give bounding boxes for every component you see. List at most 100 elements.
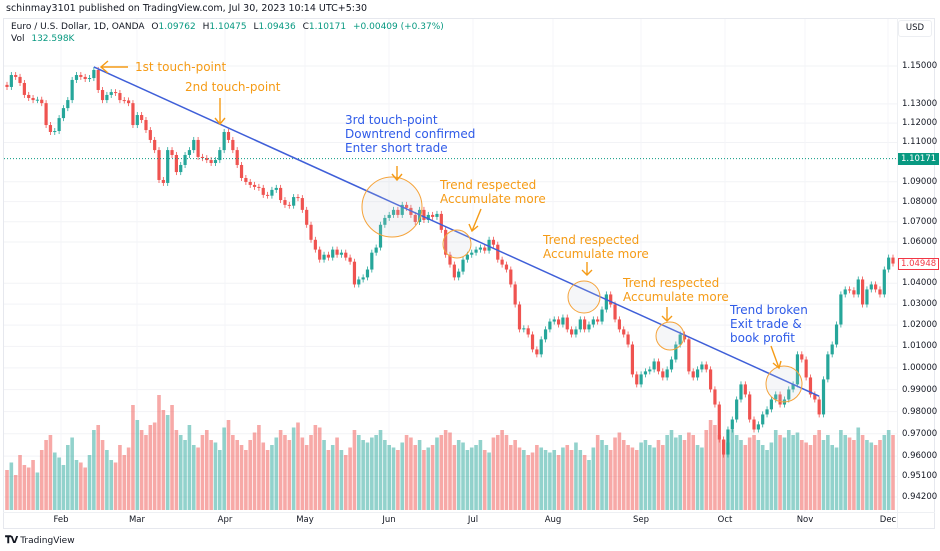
candle-body: [431, 214, 435, 217]
volume-bar: [469, 447, 474, 510]
candle-body: [522, 328, 526, 330]
volume-bar: [113, 462, 118, 510]
candle-body: [656, 361, 661, 372]
candle-body: [100, 89, 105, 101]
volume-bar: [461, 442, 465, 510]
candle-body: [778, 394, 782, 405]
volume-bar: [826, 435, 830, 510]
volume-bar: [31, 460, 35, 510]
volume-bar: [396, 450, 400, 510]
volume-bar: [643, 440, 648, 510]
volume-bar: [400, 442, 405, 510]
candle-body: [270, 189, 274, 196]
volume-bar: [804, 442, 808, 510]
volume-bars: [5, 395, 895, 510]
candle-body: [860, 279, 865, 305]
candle-body: [257, 186, 261, 188]
volume-bar: [474, 445, 478, 510]
volume-bar: [678, 435, 682, 510]
volume-bar: [161, 410, 166, 510]
candle-body: [457, 271, 461, 278]
candle-body: [170, 150, 174, 155]
volume-bar: [721, 440, 726, 510]
candle-body: [574, 329, 578, 335]
volume-bar: [313, 425, 318, 510]
volume-bar: [869, 442, 874, 510]
volume-bar: [118, 445, 122, 510]
high-value: 1.10475: [209, 22, 247, 32]
candle-body: [235, 150, 239, 165]
candle-body: [804, 359, 808, 378]
candle-body: [817, 399, 821, 415]
volume-bar: [504, 435, 509, 510]
y-tick: 1.01000: [902, 341, 938, 352]
volume-bar: [713, 425, 717, 510]
volume-bar: [856, 427, 861, 510]
volume-bar: [335, 437, 339, 510]
candle-body: [630, 344, 635, 375]
candle-body: [774, 394, 778, 400]
candle-body: [735, 399, 739, 420]
candle-body: [704, 364, 708, 370]
volume-bar: [83, 467, 87, 510]
x-tick: Mar: [128, 515, 146, 525]
volume-bar: [786, 430, 791, 510]
volume-bar: [239, 445, 244, 510]
volume-bar: [26, 467, 31, 510]
volume-bar: [439, 435, 444, 510]
volume-bar: [639, 442, 643, 510]
tradingview-logo-icon: 𝐓V: [5, 535, 18, 546]
volume-bar: [565, 445, 570, 510]
volume-bar: [309, 435, 313, 510]
volume-bar: [343, 455, 348, 510]
candle-body: [365, 269, 370, 278]
volume-bar: [100, 440, 105, 510]
candle-body: [891, 257, 895, 264]
touch-circles: [361, 176, 803, 403]
candle-body: [604, 294, 608, 310]
candle-body: [200, 156, 205, 159]
trendline[interactable]: [93, 66, 820, 397]
candle-body: [674, 344, 678, 360]
volume-bar: [873, 445, 878, 510]
volume-bar: [813, 435, 817, 510]
volume-bar: [92, 430, 96, 510]
candle-body: [18, 76, 22, 83]
volume-bar: [452, 445, 457, 510]
volume-bar: [44, 440, 48, 510]
candle-body: [218, 150, 222, 161]
volume-bar: [426, 447, 431, 510]
candle-body: [370, 252, 374, 270]
candle-body: [834, 324, 839, 345]
candle-body: [795, 354, 800, 385]
x-tick: Sep: [632, 515, 650, 525]
volume-bar: [105, 450, 109, 510]
volume-bar: [18, 455, 22, 510]
volume-bar: [13, 475, 18, 510]
symbol-name[interactable]: Euro / U.S. Dollar, 1D, OANDA: [11, 22, 145, 32]
tradingview-logo[interactable]: 𝐓V TradingView: [5, 535, 75, 546]
volume-bar: [891, 435, 895, 510]
candle-body: [335, 249, 339, 255]
candle-body: [127, 100, 131, 104]
annotation-second-touch: 2nd touch-point: [185, 80, 281, 94]
candle-body: [691, 371, 695, 378]
volume-bar: [578, 450, 583, 510]
chart-frame: [3, 18, 935, 529]
volume-bar: [183, 440, 187, 510]
volume-bar: [808, 445, 813, 510]
candle-body: [426, 214, 430, 220]
y-tick: 1.13000: [902, 98, 938, 109]
candle-body: [700, 364, 704, 370]
y-tick: 1.03000: [902, 299, 938, 310]
volume-bar: [70, 437, 74, 510]
x-tick: Jun: [382, 515, 396, 525]
y-tick: 1.06000: [902, 237, 938, 248]
currency-button[interactable]: USD: [898, 20, 932, 37]
volume-bar: [165, 415, 170, 510]
y-tick: 1.15000: [902, 61, 938, 71]
volume-bar: [791, 435, 795, 510]
volume-bar: [213, 442, 218, 510]
candle-body: [161, 179, 165, 183]
